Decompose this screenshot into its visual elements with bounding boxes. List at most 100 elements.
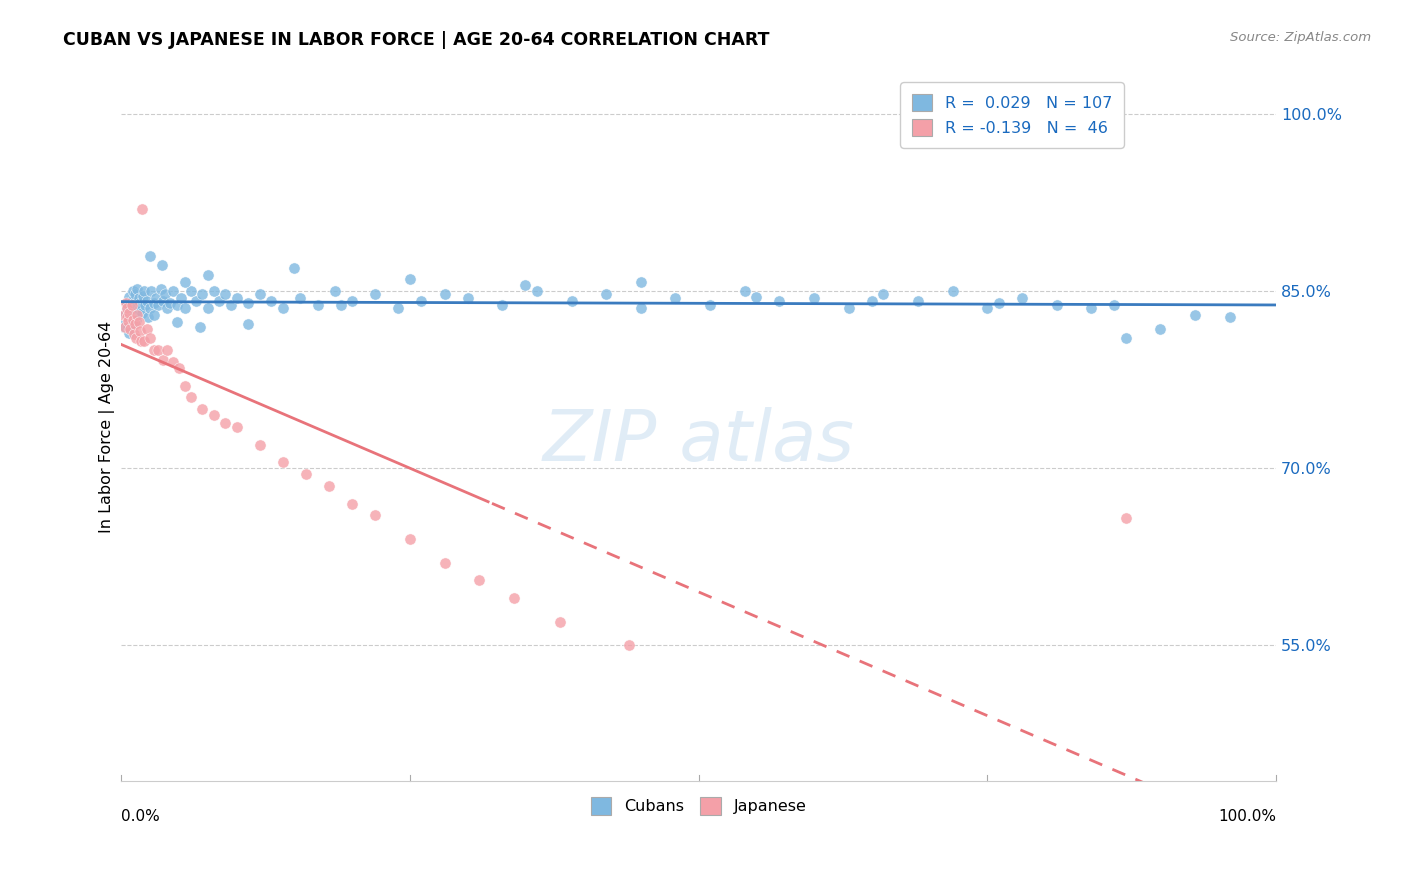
Point [860, 293, 883, 308]
Point [127, 308, 149, 322]
Point [734, 285, 756, 299]
Point [121, 285, 143, 299]
Text: Source: ZipAtlas.com: Source: ZipAtlas.com [1230, 31, 1371, 45]
Point [219, 298, 242, 312]
Point [121, 318, 143, 332]
Point [1115, 331, 1137, 345]
Point [225, 291, 247, 305]
Point [191, 402, 214, 417]
Point [122, 310, 145, 325]
Point [142, 343, 165, 358]
Point [191, 286, 214, 301]
Point [907, 293, 929, 308]
Point [134, 334, 156, 348]
Point [131, 305, 153, 319]
Point [387, 301, 409, 315]
Point [202, 285, 225, 299]
Point [124, 286, 146, 301]
Point [238, 296, 260, 310]
Point [630, 301, 652, 315]
Point [135, 293, 157, 308]
Point [129, 301, 152, 315]
Point [162, 355, 184, 369]
Point [295, 467, 318, 482]
Point [150, 258, 173, 272]
Point [987, 296, 1010, 310]
Point [202, 408, 225, 422]
Point [1219, 310, 1241, 325]
Point [114, 308, 136, 322]
Point [127, 282, 149, 296]
Point [768, 293, 790, 308]
Point [122, 326, 145, 341]
Point [124, 318, 146, 332]
Point [129, 334, 152, 348]
Point [468, 574, 491, 588]
Point [159, 296, 181, 310]
Point [166, 298, 188, 312]
Point [323, 285, 346, 299]
Y-axis label: In Labor Force | Age 20-64: In Labor Force | Age 20-64 [100, 321, 115, 533]
Point [1011, 291, 1033, 305]
Point [156, 343, 179, 358]
Point [197, 268, 219, 282]
Point [838, 301, 860, 315]
Point [502, 591, 524, 606]
Point [526, 285, 548, 299]
Point [271, 301, 294, 315]
Point [117, 308, 139, 322]
Point [180, 285, 202, 299]
Point [120, 322, 142, 336]
Point [148, 343, 170, 358]
Point [433, 556, 456, 570]
Point [290, 291, 312, 305]
Point [340, 293, 363, 308]
Point [152, 352, 174, 367]
Text: 100.0%: 100.0% [1218, 809, 1275, 824]
Point [307, 298, 329, 312]
Point [139, 331, 162, 345]
Legend: Cubans, Japanese: Cubans, Japanese [582, 789, 814, 822]
Point [120, 298, 142, 312]
Point [139, 301, 162, 315]
Point [128, 325, 150, 339]
Point [115, 310, 138, 325]
Point [186, 293, 208, 308]
Point [238, 318, 260, 332]
Point [131, 202, 153, 216]
Point [132, 289, 155, 303]
Point [208, 293, 231, 308]
Point [1115, 511, 1137, 525]
Point [156, 301, 179, 315]
Point [173, 301, 195, 315]
Point [121, 312, 143, 326]
Point [188, 319, 211, 334]
Point [249, 438, 271, 452]
Point [433, 286, 456, 301]
Point [117, 314, 139, 328]
Text: ZIP atlas: ZIP atlas [543, 407, 855, 475]
Point [128, 315, 150, 329]
Point [115, 301, 138, 316]
Point [340, 497, 363, 511]
Point [124, 305, 146, 319]
Point [872, 286, 894, 301]
Point [142, 296, 165, 310]
Point [118, 326, 141, 340]
Point [115, 296, 138, 310]
Point [318, 479, 340, 493]
Point [134, 298, 156, 312]
Point [214, 417, 236, 431]
Point [145, 291, 167, 305]
Point [283, 260, 305, 275]
Point [112, 308, 135, 322]
Point [197, 301, 219, 315]
Point [114, 319, 136, 334]
Point [128, 291, 150, 305]
Point [260, 293, 283, 308]
Point [1104, 298, 1126, 312]
Point [139, 249, 162, 263]
Point [699, 298, 721, 312]
Point [364, 508, 387, 523]
Point [134, 285, 156, 299]
